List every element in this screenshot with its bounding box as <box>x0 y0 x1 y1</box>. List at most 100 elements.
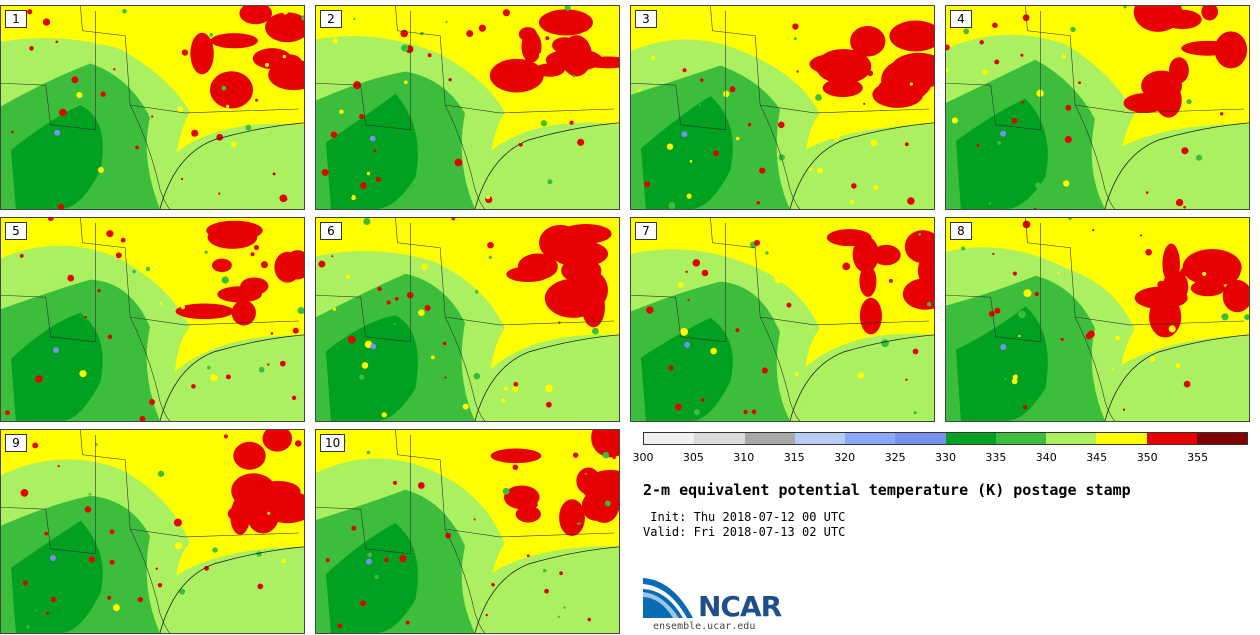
map-speckle <box>1085 332 1092 340</box>
map-speckle <box>729 238 737 247</box>
map-speckle <box>424 305 431 311</box>
map-speckle <box>76 91 83 99</box>
map-speckle <box>851 183 857 189</box>
map-speckle <box>1157 280 1165 289</box>
map-speckle <box>57 465 60 468</box>
map-speckle <box>736 315 739 318</box>
map-speckle <box>401 44 409 52</box>
map-coastline <box>474 122 619 209</box>
colorbar-segment-335 <box>995 433 1046 444</box>
map-speckle <box>1219 112 1224 116</box>
colorbar-segment-355 <box>1196 433 1247 444</box>
map-speckle <box>325 558 330 563</box>
map-lake <box>370 343 377 350</box>
map-speckle <box>84 506 92 513</box>
map-speckle <box>418 309 425 316</box>
map-speckle <box>1175 363 1181 369</box>
map-speckle <box>668 365 674 371</box>
colorbar-tick-label: 310 <box>733 451 755 464</box>
stamp-member-6[interactable]: 6 <box>315 217 620 422</box>
map-speckle <box>1070 26 1076 33</box>
map-speckle <box>881 339 889 348</box>
map-speckle <box>386 300 391 305</box>
map-region-red <box>1169 57 1189 84</box>
map-speckle <box>120 610 125 615</box>
map-speckle <box>405 620 410 625</box>
map-speckle <box>762 309 765 313</box>
map-speckle <box>1004 378 1007 381</box>
map-region-light-green <box>1114 334 1249 421</box>
stamp-member-2[interactable]: 2 <box>315 5 620 210</box>
stamp-member-9[interactable]: 9 <box>0 429 305 634</box>
map-speckle <box>416 75 419 78</box>
map-field <box>1 218 304 421</box>
map-speckle <box>1078 81 1082 85</box>
map-region-dark-green <box>955 306 1048 421</box>
map-speckle <box>109 529 115 535</box>
map-speckle <box>478 24 486 32</box>
map-speckle <box>549 179 553 183</box>
map-region-red <box>538 9 593 36</box>
map-speckle <box>181 49 189 56</box>
map-speckle <box>686 193 692 199</box>
map-speckle <box>20 489 29 497</box>
map-speckle <box>739 112 743 116</box>
map-speckle <box>473 372 481 380</box>
map-speckle <box>687 298 690 301</box>
map-speckle <box>255 98 259 102</box>
stamp-member-1[interactable]: 1 <box>0 5 305 210</box>
stamp-member-8[interactable]: 8 <box>945 217 1250 422</box>
stamp-member-3[interactable]: 3 <box>630 5 935 210</box>
map-speckle <box>353 17 356 20</box>
map-speckle <box>120 237 126 243</box>
member-label: 5 <box>5 222 27 240</box>
colorbar-segment-350 <box>1146 433 1197 444</box>
map-speckle <box>637 88 641 92</box>
map-speckle <box>1111 367 1114 370</box>
map-speckle <box>1183 205 1186 209</box>
map-speckle <box>532 502 538 508</box>
colorbar-segment-330 <box>945 433 996 444</box>
map-speckle <box>538 52 544 58</box>
member-label: 7 <box>635 222 657 240</box>
map-speckle <box>677 282 684 288</box>
map-region-dark-green <box>640 317 733 421</box>
map-speckle <box>1012 271 1017 276</box>
map-border <box>316 434 411 555</box>
map-region-red <box>904 230 934 264</box>
map-speckle <box>1068 218 1072 220</box>
map-lake <box>1000 130 1007 137</box>
member-label: 9 <box>5 434 27 452</box>
map-speckle <box>1202 271 1207 277</box>
map-region-light-green <box>169 546 304 633</box>
map-speckle <box>693 409 701 416</box>
map-speckle <box>1092 228 1095 232</box>
stamp-member-5[interactable]: 5 <box>0 217 305 422</box>
map-field <box>316 218 619 421</box>
map-speckle <box>294 511 297 513</box>
map-speckle <box>952 416 958 421</box>
stamp-member-10[interactable]: 10 <box>315 429 620 634</box>
colorbar-tick-label: 345 <box>1086 451 1108 464</box>
map-region-red <box>871 244 901 266</box>
map-speckle <box>1064 135 1072 144</box>
map-speckle <box>113 68 116 71</box>
valid-time: Valid: Fri 2018-07-13 02 UTC <box>643 525 845 539</box>
stamp-member-7[interactable]: 7 <box>630 217 935 422</box>
map-speckle <box>540 120 548 127</box>
map-speckle <box>698 104 701 107</box>
map-speckle <box>951 117 959 124</box>
map-speckle <box>1034 207 1037 209</box>
map-region-red <box>859 297 882 335</box>
colorbar-segment-340 <box>1046 433 1097 444</box>
map-speckle <box>392 480 397 485</box>
map-field <box>1 6 304 209</box>
map-region-red <box>545 48 603 72</box>
map-speckle <box>960 246 966 251</box>
valid-value: Fri 2018-07-13 02 UTC <box>693 525 846 539</box>
stamp-member-4[interactable]: 4 <box>945 5 1250 210</box>
map-speckle <box>1183 380 1191 388</box>
map-speckle <box>946 68 949 72</box>
map-region-red <box>878 78 916 95</box>
map-region-light-green <box>484 546 619 633</box>
